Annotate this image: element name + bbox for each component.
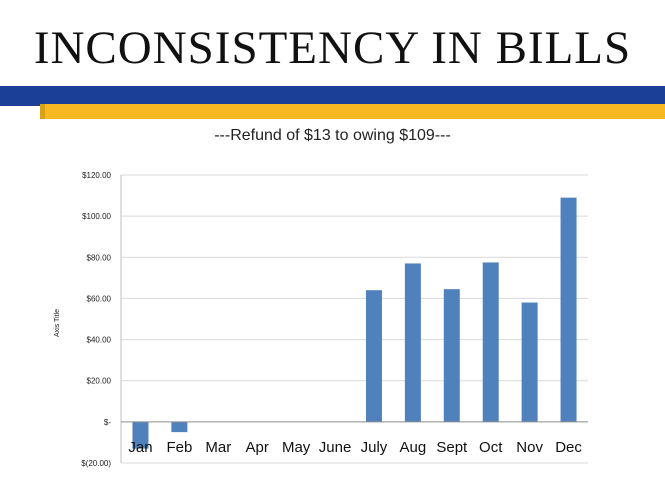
x-category-label: Apr — [246, 439, 269, 456]
header-band-gold-edge — [40, 104, 45, 119]
y-tick-label: $(20.00) — [81, 459, 111, 468]
y-tick-label: $20.00 — [87, 377, 112, 386]
bar-feb — [171, 421, 188, 433]
header-band-gold — [40, 104, 665, 119]
y-tick-label: $80.00 — [87, 253, 112, 262]
bar-aug — [404, 263, 421, 422]
x-category-label: Sept — [436, 439, 468, 456]
header-band-blue — [0, 86, 665, 106]
x-category-label: Mar — [205, 439, 231, 456]
x-category-label: Dec — [555, 439, 582, 456]
x-category-label: June — [319, 439, 352, 456]
bar-jan — [132, 421, 149, 449]
chart-subtitle: ---Refund of $13 to owing $109--- — [214, 127, 451, 144]
x-category-label: Aug — [400, 439, 427, 456]
y-tick-label: $40.00 — [87, 336, 112, 345]
slide-title: INCONSISTENCY IN BILLS — [33, 22, 632, 74]
y-tick-label: $120.00 — [82, 171, 111, 180]
y-tick-label: $100.00 — [82, 212, 111, 221]
y-tick-label: $- — [104, 418, 111, 427]
bar-sept — [443, 289, 460, 422]
x-category-label: Oct — [479, 439, 503, 456]
y-tick-label: $60.00 — [87, 294, 112, 303]
y-axis-title: Axis Title — [54, 309, 61, 337]
x-category-label: July — [361, 439, 388, 456]
bar-july — [365, 290, 382, 422]
x-category-label: May — [282, 439, 311, 456]
bar-nov — [521, 302, 538, 422]
bar-oct — [482, 262, 499, 422]
x-category-label: Jan — [128, 439, 152, 456]
x-category-label: Feb — [166, 439, 192, 456]
x-category-label: Nov — [516, 439, 543, 456]
bar-dec — [560, 197, 577, 422]
